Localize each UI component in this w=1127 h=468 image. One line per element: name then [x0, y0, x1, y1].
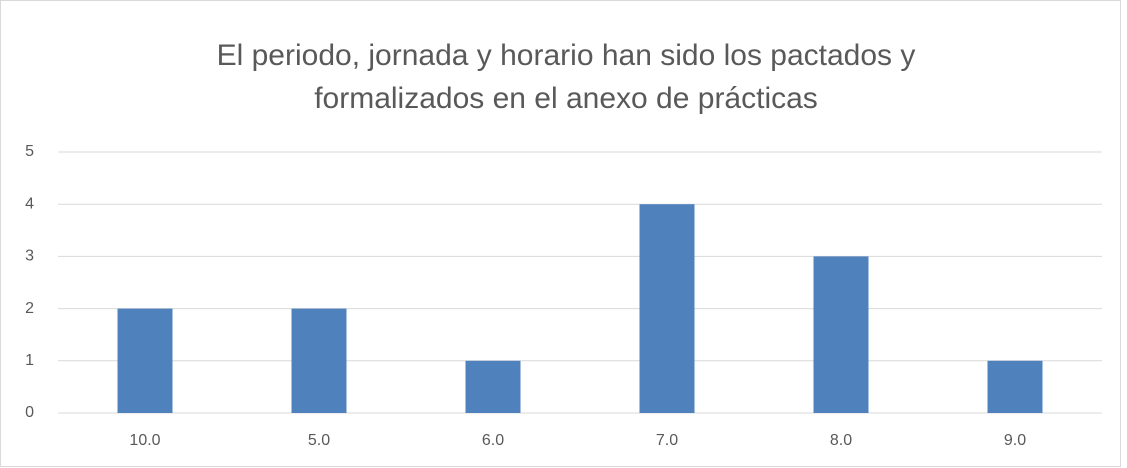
- x-tick-label: 5.0: [308, 432, 330, 449]
- bar: [987, 360, 1043, 413]
- y-tick-label: 1: [25, 352, 34, 369]
- x-tick-label: 6.0: [482, 432, 504, 449]
- x-tick-label: 8.0: [830, 432, 852, 449]
- chart-title: formalizados en el anexo de prácticas: [314, 82, 818, 115]
- y-tick-label: 0: [25, 404, 34, 421]
- bar: [291, 308, 347, 413]
- y-tick-label: 3: [25, 248, 34, 265]
- bar: [117, 308, 173, 413]
- y-tick-label: 5: [25, 143, 34, 160]
- x-tick-label: 10.0: [129, 432, 160, 449]
- bar: [639, 204, 695, 413]
- chart-title: El periodo, jornada y horario han sido l…: [217, 39, 916, 72]
- bar: [813, 256, 869, 413]
- y-tick-label: 4: [25, 195, 34, 212]
- bar: [465, 360, 521, 413]
- x-tick-label: 7.0: [656, 432, 678, 449]
- y-tick-label: 2: [25, 300, 34, 317]
- x-tick-label: 9.0: [1004, 432, 1026, 449]
